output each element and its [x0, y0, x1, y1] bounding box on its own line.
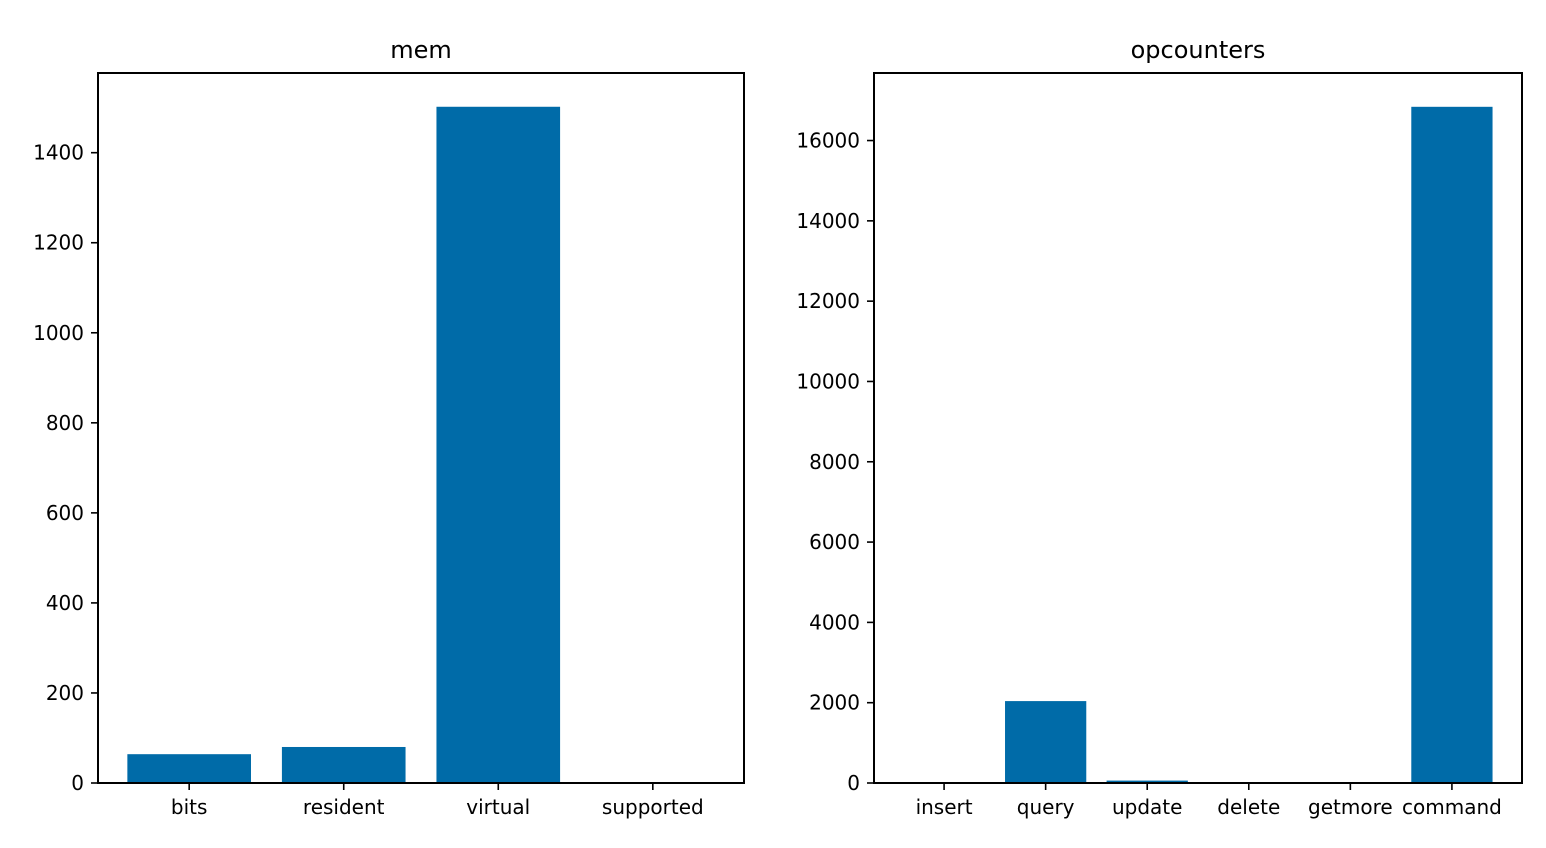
opcounters-y-tick-label: 8000	[809, 450, 860, 474]
opcounters-x-tick-label: update	[1112, 795, 1182, 819]
opcounters-y-tick-label: 10000	[796, 369, 860, 393]
mem-x-tick-label: resident	[303, 795, 385, 819]
opcounters-chart-title: opcounters	[1131, 36, 1266, 64]
opcounters-x-tick-label: getmore	[1308, 795, 1393, 819]
mem-y-tick-label: 800	[46, 411, 84, 435]
opcounters-y-tick-label: 2000	[809, 691, 860, 715]
mem-chart-title: mem	[390, 36, 452, 64]
mem-bar-bits	[127, 754, 251, 783]
mem-y-tick-label: 600	[46, 501, 84, 525]
opcounters-x-tick-label: delete	[1217, 795, 1280, 819]
mem-y-tick-label: 1400	[33, 141, 84, 165]
opcounters-y-axis: 0 2000 4000 6000 8000 10000 12000 14000 16000	[796, 129, 874, 795]
opcounters-plot-frame	[873, 72, 1523, 784]
mem-y-tick-label: 1000	[33, 321, 84, 345]
opcounters-x-tick-label: query	[1017, 795, 1075, 819]
opcounters-y-tick-label: 12000	[796, 289, 860, 313]
opcounters-x-tick-label: insert	[916, 795, 973, 819]
mem-y-axis: 0 200 400 600 800 1000 1200 1400	[33, 141, 98, 795]
mem-chart: mem 0 200 400 600 800 1000 1200 1400 bits reside…	[33, 36, 745, 819]
opcounters-x-axis: insert query update delete getmore command	[916, 783, 1502, 819]
mem-bars	[127, 106, 561, 783]
opcounters-x-tick-label: command	[1402, 795, 1502, 819]
mem-x-axis: bits resident virtual supported	[171, 783, 704, 819]
opcounters-bar-command	[1411, 106, 1493, 784]
mem-x-tick-label: virtual	[466, 795, 530, 819]
mem-y-tick-label: 400	[46, 591, 84, 615]
mem-x-tick-label: supported	[602, 795, 704, 819]
opcounters-y-tick-label: 6000	[809, 530, 860, 554]
opcounters-bar-query	[1005, 701, 1087, 783]
mem-y-tick-label: 200	[46, 681, 84, 705]
opcounters-bars	[1005, 106, 1493, 784]
opcounters-y-tick-label: 0	[847, 771, 860, 795]
opcounters-y-tick-label: 16000	[796, 129, 860, 153]
mem-bar-virtual	[436, 106, 561, 783]
mem-plot-frame	[97, 72, 745, 784]
mem-bar-resident	[281, 746, 406, 783]
mem-y-tick-label: 1200	[33, 231, 84, 255]
opcounters-bar-update	[1106, 780, 1188, 783]
opcounters-y-tick-label: 14000	[796, 209, 860, 233]
mem-y-tick-label: 0	[71, 771, 84, 795]
opcounters-chart: opcounters 0 2000 4000 6000 8000 10000 12000 14…	[796, 36, 1523, 819]
opcounters-y-tick-label: 4000	[809, 610, 860, 634]
mem-x-tick-label: bits	[171, 795, 208, 819]
